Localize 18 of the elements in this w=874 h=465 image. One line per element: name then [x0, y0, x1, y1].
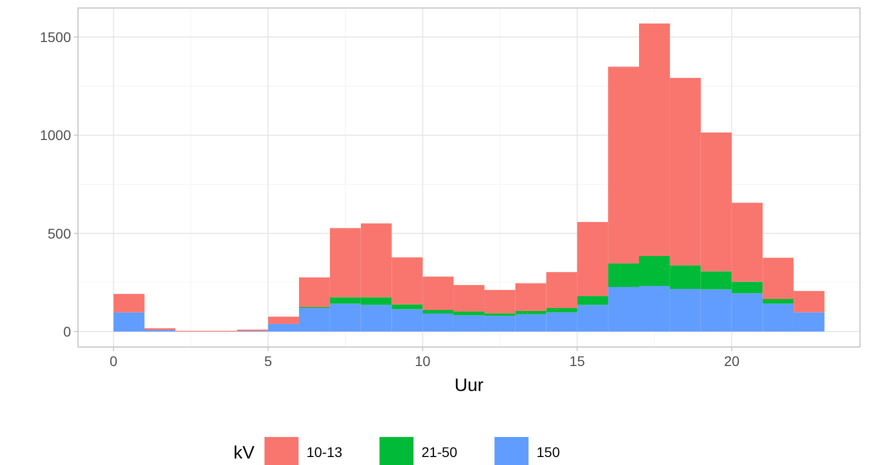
x-axis-title: Uur [454, 375, 484, 395]
legend-label: 10-13 [306, 444, 343, 460]
bar [577, 296, 608, 305]
bar [114, 294, 144, 312]
legend-title: kV [233, 442, 254, 462]
x-tick-label: 10 [414, 353, 431, 369]
y-tick-label: 1000 [40, 127, 72, 144]
x-tick-label: 5 [264, 353, 272, 369]
y-tick-label: 1500 [40, 28, 72, 45]
x-tick-label: 20 [724, 353, 740, 369]
bar [268, 316, 299, 324]
legend-label: 150 [536, 444, 560, 460]
legend-label: 21-50 [422, 444, 458, 460]
x-tick-label: 0 [110, 353, 118, 369]
bar [762, 298, 794, 304]
y-tick-label: 0 [63, 323, 72, 340]
y-tick-label: 500 [48, 225, 72, 242]
x-tick-label: 15 [569, 353, 586, 369]
